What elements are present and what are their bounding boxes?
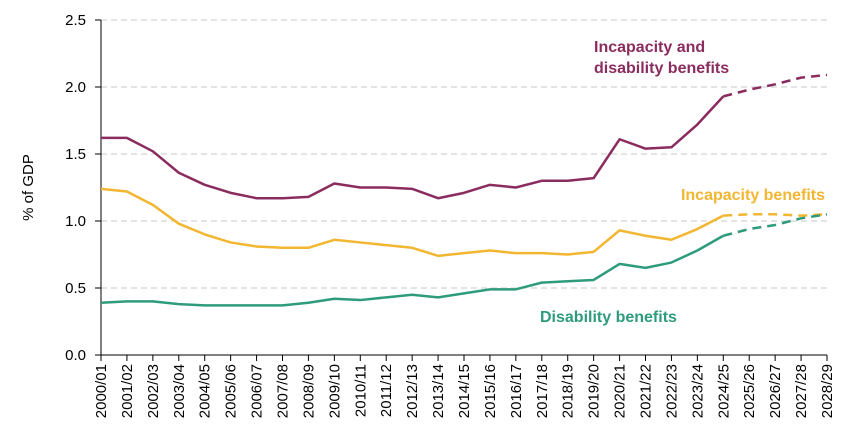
- x-tick-label: 2018/19: [560, 364, 577, 418]
- x-tick-label: 2007/08: [275, 364, 292, 418]
- gridlines: [101, 19, 827, 289]
- y-tick-label: 1.5: [65, 146, 86, 163]
- x-tick-label: 2028/29: [819, 364, 836, 418]
- series-line-forecast: [722, 73, 828, 98]
- y-tick-label: 2.5: [65, 12, 86, 29]
- series-label: disability benefits: [594, 60, 729, 77]
- y-tick-labels: 0.0 0.5 1.0 1.5 2.0 2.5: [65, 12, 86, 364]
- series-line-solid: [100, 187, 724, 258]
- y-tick-label: 1.0: [65, 213, 86, 230]
- y-tick-label: 0.5: [65, 280, 86, 297]
- x-tick-label: 2017/18: [534, 364, 551, 418]
- series-lines: [100, 73, 828, 307]
- series-label: Incapacity benefits: [681, 187, 825, 204]
- x-tick-label: 2012/13: [404, 364, 421, 418]
- x-tick-label: 2022/23: [663, 364, 680, 418]
- series-label: Incapacity and: [594, 39, 705, 56]
- x-tick-label: 2027/28: [793, 364, 810, 418]
- series-label: Disability benefits: [540, 309, 677, 326]
- x-tick-label: 2002/03: [145, 364, 162, 418]
- x-tick-label: 2013/14: [430, 364, 447, 418]
- x-tick-label: 2001/02: [119, 364, 136, 418]
- series-line-forecast: [723, 213, 828, 217]
- series-labels: Incapacity and disability benefits Incapac…: [540, 39, 825, 326]
- series-line-solid: [100, 234, 724, 307]
- x-tick-label: 2015/16: [482, 364, 499, 418]
- y-tick-label: 0.0: [65, 347, 86, 364]
- series-line-solid: [101, 95, 725, 200]
- x-tick-label: 2014/15: [456, 364, 473, 418]
- x-tick-label: 2004/05: [197, 364, 214, 418]
- x-tick-label: 2006/07: [249, 364, 266, 418]
- x-tick-label: 2005/06: [223, 364, 240, 418]
- x-tick-label: 2010/11: [352, 364, 369, 417]
- axes: [95, 19, 828, 361]
- y-axis-label: % of GDP: [20, 154, 37, 221]
- x-tick-labels: 2000/01 2001/02 2002/03 2003/04 2004/05 2005/…: [93, 364, 836, 418]
- x-tick-label: 2020/21: [612, 364, 629, 418]
- x-tick-label: 2008/09: [300, 364, 317, 418]
- x-tick-label: 2025/26: [741, 364, 758, 418]
- y-tick-label: 2.0: [65, 79, 86, 96]
- x-tick-label: 2021/22: [638, 364, 655, 418]
- x-tick-label: 2023/24: [689, 364, 706, 418]
- x-tick-label: 2024/25: [715, 364, 732, 418]
- series-line-forecast: [722, 213, 828, 237]
- x-tick-label: 2011/12: [378, 364, 395, 417]
- x-tick-label: 2016/17: [508, 364, 525, 418]
- x-tick-label: 2026/27: [767, 364, 784, 418]
- x-tick-label: 2009/10: [326, 364, 343, 418]
- x-tick-label: 2003/04: [171, 364, 188, 418]
- x-tick-label: 2000/01: [93, 364, 110, 418]
- x-tick-label: 2019/20: [586, 364, 603, 418]
